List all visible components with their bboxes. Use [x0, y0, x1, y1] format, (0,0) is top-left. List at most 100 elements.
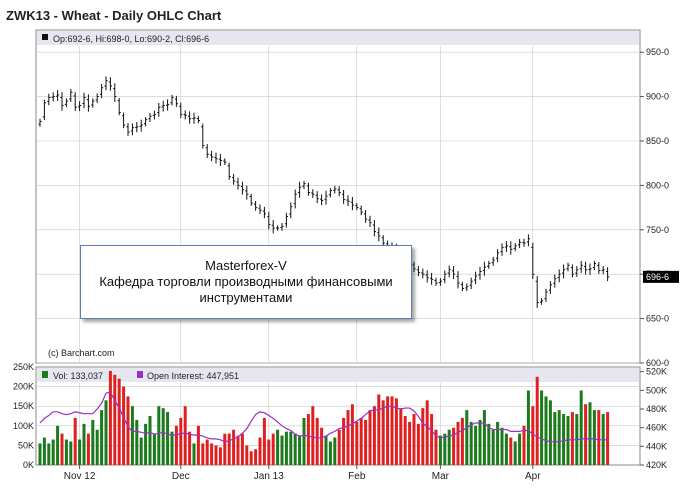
volume-bar [403, 416, 407, 465]
oi-legend: Open Interest: 447,951 [147, 371, 239, 381]
volume-bar [192, 443, 196, 465]
volume-bar [254, 449, 258, 465]
volume-bar [139, 437, 143, 465]
x-axis: Nov 12 Dec Jan 13 Feb Mar Apr [64, 465, 541, 482]
price-tick-label: 650-0 [646, 314, 669, 324]
volume-bar [425, 400, 429, 465]
oi-tick-label: 420K [646, 460, 667, 470]
price-axis: 950-0900-0850-0800-0750-0700-0650-0600-0… [640, 47, 679, 368]
x-tick-label: Nov 12 [64, 471, 96, 482]
volume-bar [333, 437, 337, 465]
header-band [37, 31, 639, 45]
volume-bar [306, 414, 310, 465]
volume-bar [82, 423, 86, 465]
volume-bar [135, 419, 139, 465]
volume-bar [126, 396, 130, 465]
volume-bar [474, 425, 478, 465]
volume-bar [284, 431, 288, 465]
volume-bar [544, 396, 548, 465]
volume-bar [443, 433, 447, 465]
volume-bar [51, 439, 55, 465]
volume-bar [368, 410, 372, 465]
volume-bar [258, 437, 262, 465]
legend-square-icon [42, 34, 48, 40]
volume-bar [460, 417, 464, 465]
chart-title: ZWK13 - Wheat - Daily OHLC Chart [6, 8, 222, 23]
volume-bar [399, 408, 403, 465]
volume-bar [210, 443, 214, 465]
volume-bar [315, 417, 319, 465]
volume-bar [412, 414, 416, 465]
oi-tick-label: 440K [646, 441, 667, 451]
volume-bar [597, 410, 601, 465]
volume-bar [86, 433, 90, 465]
callout-line-3: инструментами [199, 290, 293, 305]
volume-bars [38, 370, 610, 465]
volume-bar [42, 437, 46, 465]
volume-header-band [37, 368, 639, 382]
volume-bar [144, 423, 148, 465]
price-tick-label: 750-0 [646, 225, 669, 235]
volume-bar [152, 433, 156, 465]
volume-bar [447, 429, 451, 465]
volume-bar [320, 427, 324, 465]
volume-bar [95, 429, 99, 465]
open-interest-line [39, 391, 608, 443]
volume-tick-label: 50K [18, 440, 34, 450]
volume-bar [205, 439, 209, 465]
volume-bar [201, 443, 205, 465]
volume-bar [293, 433, 297, 465]
volume-bar [487, 423, 491, 465]
volume-tick-label: 100K [13, 421, 34, 431]
volume-bar [500, 427, 504, 465]
volume-bar [381, 400, 385, 465]
volume-bar [262, 417, 266, 465]
volume-bar [130, 406, 134, 465]
volume-bar [236, 435, 240, 465]
volume-bar [562, 414, 566, 465]
volume-bar [47, 443, 51, 465]
volume-bar [553, 412, 557, 465]
x-tick-label: Apr [525, 471, 541, 482]
volume-bar [328, 441, 332, 465]
volume-bar [113, 374, 117, 465]
volume-bar [298, 435, 302, 465]
last-price-marker [643, 270, 679, 283]
volume-bar [452, 427, 456, 465]
volume-bar [430, 414, 434, 465]
volume-bar [438, 435, 442, 465]
volume-bar [166, 412, 170, 465]
volume-axis: 250K 200K 150K 100K 50K 0K 520K 500K 480K 460K 440… [13, 362, 667, 470]
volume-bar [179, 417, 183, 465]
price-tick-label: 600-0 [646, 358, 669, 368]
volume-bar [465, 410, 469, 465]
volume-bar [56, 425, 60, 465]
volume-bar [509, 437, 513, 465]
x-tick-label: Dec [172, 471, 190, 482]
volume-bar [377, 394, 381, 465]
oi-tick-label: 520K [646, 367, 667, 377]
price-tick-label: 950-0 [646, 47, 669, 57]
volume-bar [38, 443, 42, 465]
price-tick-label: 800-0 [646, 180, 669, 190]
volume-bar [271, 433, 275, 465]
volume-bar [390, 396, 394, 465]
volume-bar [355, 421, 359, 465]
volume-bar [342, 417, 346, 465]
volume-bar [518, 433, 522, 465]
volume-bar [421, 408, 425, 465]
volume-bar [570, 412, 574, 465]
volume-bar [170, 431, 174, 465]
volume-bar [183, 406, 187, 465]
oi-legend-swatch [137, 371, 143, 378]
volume-bar [245, 445, 249, 465]
volume-bar [218, 447, 222, 465]
volume-bar [478, 419, 482, 465]
volume-bar [214, 445, 218, 465]
volume-bar [161, 408, 165, 465]
volume-bar [324, 435, 328, 465]
volume-bar [60, 433, 64, 465]
volume-bar [227, 433, 231, 465]
volume-bar [386, 396, 390, 465]
volume-bar [456, 421, 460, 465]
